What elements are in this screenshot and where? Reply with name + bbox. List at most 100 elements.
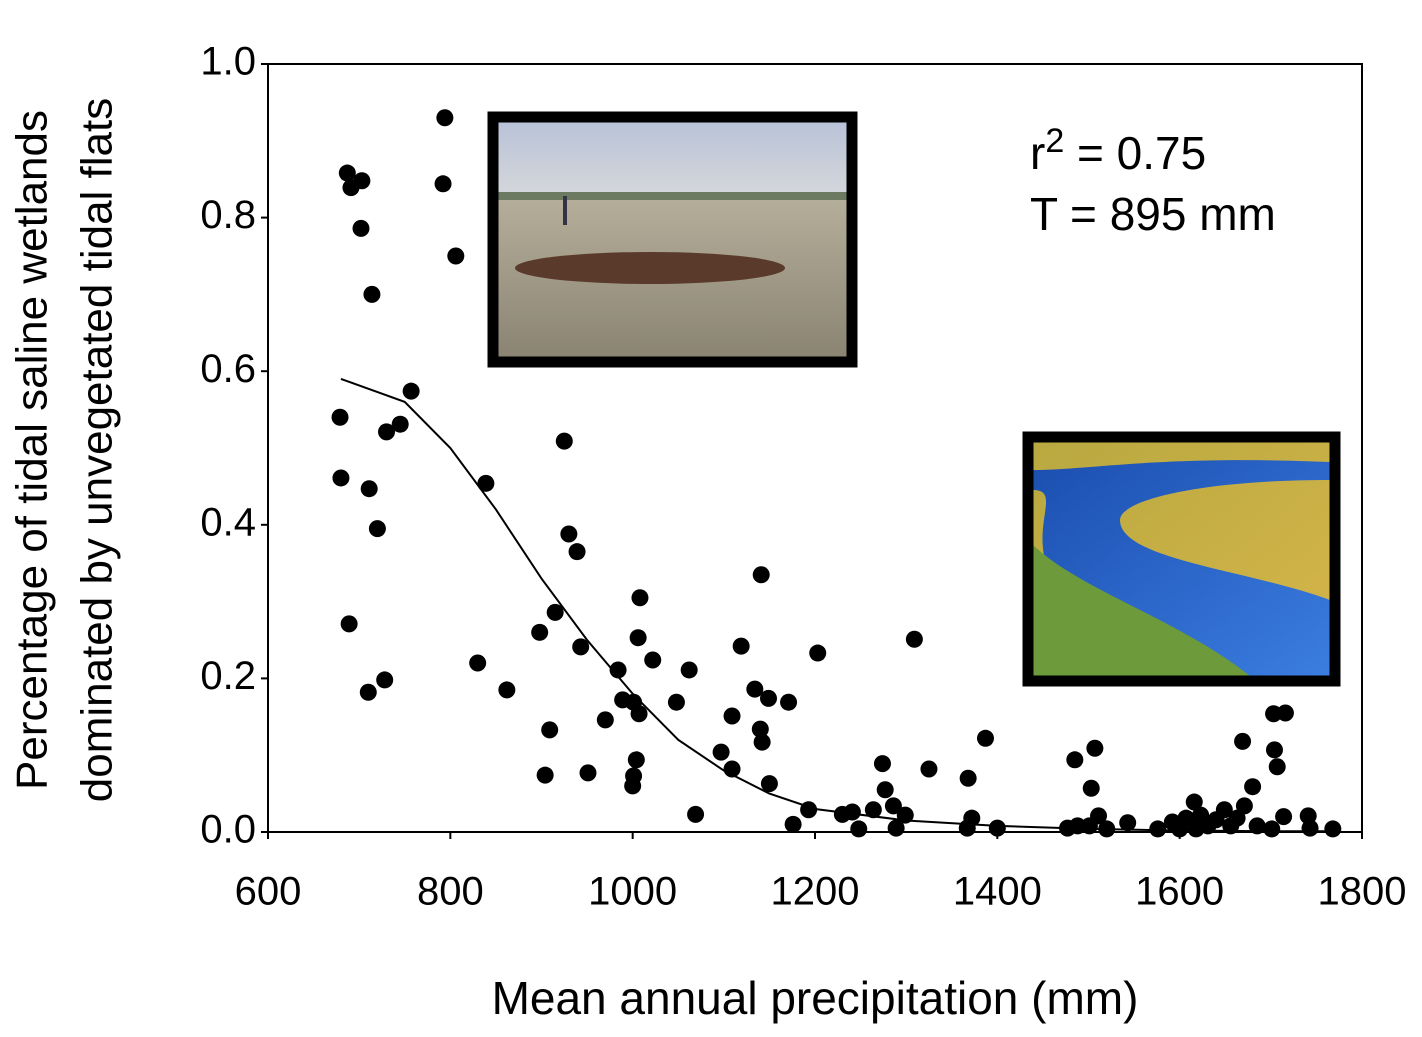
data-point: [579, 764, 597, 782]
data-point: [988, 819, 1006, 837]
x-tick-label: 600: [235, 870, 302, 914]
data-point: [896, 806, 914, 824]
data-point: [1265, 741, 1283, 759]
data-point: [644, 651, 662, 669]
data-point: [976, 729, 994, 747]
data-point: [920, 760, 938, 778]
data-point: [391, 415, 409, 433]
data-point: [447, 247, 465, 265]
data-point: [378, 423, 396, 441]
data-point: [1171, 820, 1189, 838]
data-point: [596, 711, 614, 729]
x-tick-label: 1600: [1135, 870, 1224, 914]
annotation: T = 895 mm: [1030, 188, 1276, 240]
data-point: [572, 638, 590, 656]
data-point: [850, 820, 868, 838]
data-point: [376, 671, 394, 689]
x-tick-label: 1000: [588, 870, 677, 914]
data-point: [630, 705, 648, 723]
x-tick-label: 1200: [771, 870, 860, 914]
data-point: [905, 630, 923, 648]
data-point: [760, 775, 778, 793]
y-tick-label: 0.2: [200, 654, 256, 698]
x-axis-label: Mean annual precipitation (mm): [492, 972, 1139, 1024]
data-point: [760, 689, 778, 707]
data-point: [843, 803, 861, 821]
data-point: [732, 637, 750, 655]
data-point: [434, 175, 452, 193]
annotation: r2 = 0.75: [1030, 122, 1206, 179]
data-point: [402, 382, 420, 400]
y-tick-label: 0.8: [200, 193, 256, 237]
data-point: [363, 285, 381, 303]
data-point: [958, 819, 976, 837]
data-point: [680, 661, 698, 679]
data-point: [609, 661, 627, 679]
data-point: [887, 819, 905, 837]
data-point: [809, 644, 827, 662]
annotation-superscript: 2: [1045, 122, 1064, 160]
data-point: [746, 680, 764, 698]
data-point: [959, 769, 977, 787]
data-point: [1244, 778, 1262, 796]
data-point: [667, 693, 685, 711]
data-point: [624, 777, 642, 795]
data-point: [477, 474, 495, 492]
data-point: [629, 629, 647, 647]
data-point: [753, 733, 771, 751]
data-point: [1187, 820, 1205, 838]
data-point: [555, 432, 573, 450]
data-point: [884, 797, 902, 815]
photo-salt-marsh: [1022, 431, 1341, 687]
annotation-part: r: [1030, 127, 1045, 179]
data-point: [1301, 819, 1319, 837]
data-point: [531, 623, 549, 641]
data-point: [723, 760, 741, 778]
data-point: [359, 683, 377, 701]
data-point: [331, 408, 349, 426]
data-point: [752, 566, 770, 584]
data-point: [780, 693, 798, 711]
data-point: [560, 525, 578, 543]
data-point: [1275, 808, 1293, 826]
data-point: [568, 543, 586, 561]
data-point: [1276, 704, 1294, 722]
y-tick-label: 0.6: [200, 347, 256, 391]
data-point: [1149, 820, 1167, 838]
data-point: [1228, 809, 1246, 827]
data-point: [1235, 797, 1253, 815]
data-point: [1185, 793, 1203, 811]
data-point: [864, 801, 882, 819]
data-point: [687, 805, 705, 823]
data-point: [332, 469, 350, 487]
data-point: [751, 720, 769, 738]
data-point: [353, 172, 371, 190]
x-tick-label: 800: [417, 870, 484, 914]
data-point: [873, 755, 891, 773]
data-point: [536, 766, 554, 784]
data-point: [1086, 739, 1104, 757]
annotation-part: = 0.75: [1064, 127, 1206, 179]
x-tick-label: 1800: [1318, 870, 1407, 914]
data-point: [1066, 751, 1084, 769]
data-point: [1082, 779, 1100, 797]
data-point: [360, 480, 378, 498]
data-point: [1215, 801, 1233, 819]
data-point: [723, 707, 741, 725]
data-point: [498, 681, 516, 699]
data-point: [800, 801, 818, 819]
data-point: [1268, 758, 1286, 776]
data-point: [712, 743, 730, 761]
y-axis-label: Percentage of tidal saline wetlands: [8, 110, 57, 790]
data-point: [1069, 817, 1087, 835]
y-tick-label: 0.4: [200, 500, 256, 544]
data-point: [1263, 820, 1281, 838]
data-point: [1098, 820, 1116, 838]
data-point: [546, 603, 564, 621]
data-point: [541, 721, 559, 739]
data-point: [340, 615, 358, 633]
data-point: [1324, 820, 1342, 838]
x-tick-label: 1400: [953, 870, 1042, 914]
